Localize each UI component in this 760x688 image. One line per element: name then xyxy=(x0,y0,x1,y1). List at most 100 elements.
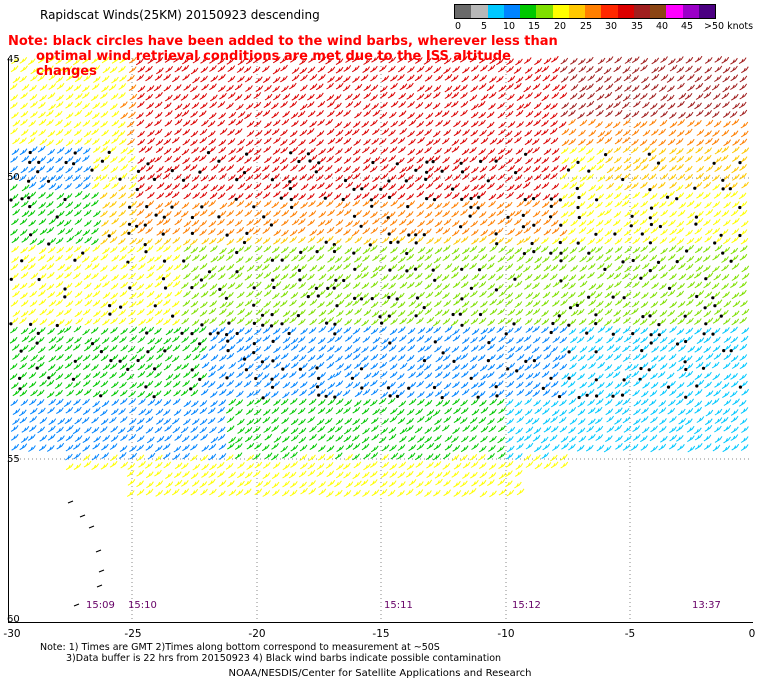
contamination-circle xyxy=(486,179,490,183)
wind-barb xyxy=(669,210,677,218)
wind-barb xyxy=(650,226,659,234)
wind-barb xyxy=(597,210,606,218)
wind-barb xyxy=(290,344,299,351)
wind-barb xyxy=(66,235,75,243)
wind-barb xyxy=(335,110,344,117)
contamination-circle xyxy=(190,368,194,372)
wind-barb xyxy=(731,201,740,208)
wind-barb xyxy=(11,201,20,209)
wind-barb xyxy=(30,74,38,82)
wind-barb xyxy=(244,327,253,335)
wind-barb xyxy=(678,92,687,100)
wind-barb xyxy=(514,470,523,477)
wind-barb xyxy=(516,389,525,396)
wind-barb xyxy=(387,91,396,99)
wind-barb xyxy=(579,381,588,389)
wind-barb xyxy=(192,211,200,218)
wind-barb xyxy=(191,480,200,487)
wind-barb xyxy=(424,436,433,444)
wind-barb xyxy=(425,112,434,120)
wind-barb xyxy=(244,236,252,243)
wind-barb xyxy=(470,317,479,325)
wind-barb xyxy=(73,373,81,380)
wind-barb xyxy=(713,157,722,164)
wind-barb xyxy=(478,83,487,90)
wind-barb xyxy=(326,200,334,207)
wind-barb xyxy=(65,382,73,389)
contamination-circle xyxy=(479,159,483,163)
wind-barb xyxy=(19,57,28,64)
wind-barb xyxy=(165,481,174,489)
wind-barb xyxy=(731,118,740,126)
wind-barb xyxy=(281,253,290,261)
wind-barb xyxy=(181,64,190,72)
wind-barb xyxy=(145,65,153,73)
contamination-circle xyxy=(190,286,194,290)
wind-barb xyxy=(128,227,137,234)
wind-barb xyxy=(83,282,92,290)
wind-barb xyxy=(666,94,675,102)
wind-barb xyxy=(423,58,432,65)
wind-barb xyxy=(678,112,686,119)
wind-barb xyxy=(91,463,100,471)
wind-barb xyxy=(704,74,712,82)
wind-barb xyxy=(711,111,720,118)
wind-barb xyxy=(119,75,127,82)
wind-barb xyxy=(291,201,300,208)
wind-barb xyxy=(479,399,487,407)
contamination-circle xyxy=(577,395,581,400)
wind-barb xyxy=(606,426,615,433)
wind-barb xyxy=(48,83,57,90)
wind-barb xyxy=(632,246,641,254)
wind-barb xyxy=(470,382,479,390)
wind-barb xyxy=(407,337,416,344)
wind-barb xyxy=(693,201,702,209)
wind-barb xyxy=(496,389,505,397)
wind-barb xyxy=(417,398,425,406)
wind-barb xyxy=(334,327,343,335)
wind-barb xyxy=(739,229,748,236)
wind-barb xyxy=(147,452,156,460)
wind-barb xyxy=(162,443,171,451)
contamination-circle xyxy=(388,268,392,272)
wind-barb xyxy=(120,344,129,352)
wind-barb xyxy=(190,265,199,273)
wind-barb xyxy=(246,281,255,289)
wind-barb xyxy=(100,120,108,128)
wind-barb xyxy=(48,217,57,225)
wind-barb xyxy=(604,399,613,406)
wind-barb xyxy=(298,372,307,379)
wind-barb xyxy=(74,75,83,83)
wind-barb xyxy=(576,308,585,316)
wind-barb xyxy=(201,361,210,369)
wind-barb xyxy=(388,426,397,434)
wind-barb xyxy=(335,418,344,425)
wind-barb xyxy=(694,181,703,189)
wind-barb xyxy=(136,119,145,127)
wind-barb xyxy=(192,76,200,84)
wind-barb xyxy=(83,460,92,468)
wind-barb xyxy=(577,112,585,120)
wind-barb xyxy=(444,191,453,199)
wind-barb xyxy=(271,391,279,398)
wind-barb xyxy=(200,102,208,110)
contamination-circle xyxy=(684,367,688,372)
wind-barb xyxy=(343,292,352,300)
wind-barb xyxy=(660,173,669,180)
wind-barb xyxy=(29,407,38,415)
wind-barb xyxy=(100,409,108,417)
wind-barb xyxy=(379,353,388,361)
wind-barb xyxy=(612,389,621,397)
wind-barb xyxy=(299,264,307,271)
wind-barb xyxy=(171,200,180,208)
map-plot-frame xyxy=(8,58,753,623)
legend-label-4: 20 xyxy=(553,21,567,32)
legend-label-0: 0 xyxy=(454,21,462,32)
wind-barb xyxy=(712,291,721,299)
contamination-circle xyxy=(270,377,274,381)
wind-barb xyxy=(145,110,154,117)
contamination-circle xyxy=(389,240,393,245)
wind-barb xyxy=(479,471,488,479)
wind-barb xyxy=(631,363,639,371)
wind-barb xyxy=(543,148,552,156)
